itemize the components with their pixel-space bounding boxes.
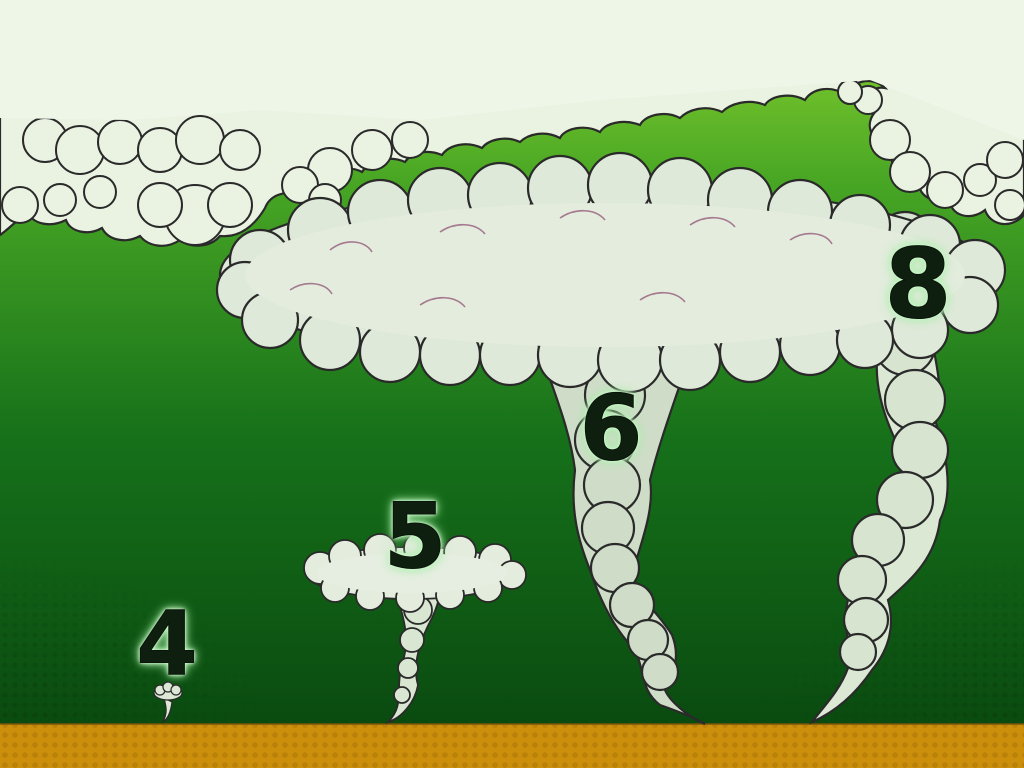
top-band-fill (0, 0, 1024, 140)
tornado-4 (153, 681, 183, 724)
ground-strip (0, 723, 1024, 768)
tornado-5 (303, 531, 527, 724)
top-band-puffs (1, 79, 1024, 246)
tornado-6 (215, 151, 1007, 726)
halftone-left (0, 560, 260, 730)
